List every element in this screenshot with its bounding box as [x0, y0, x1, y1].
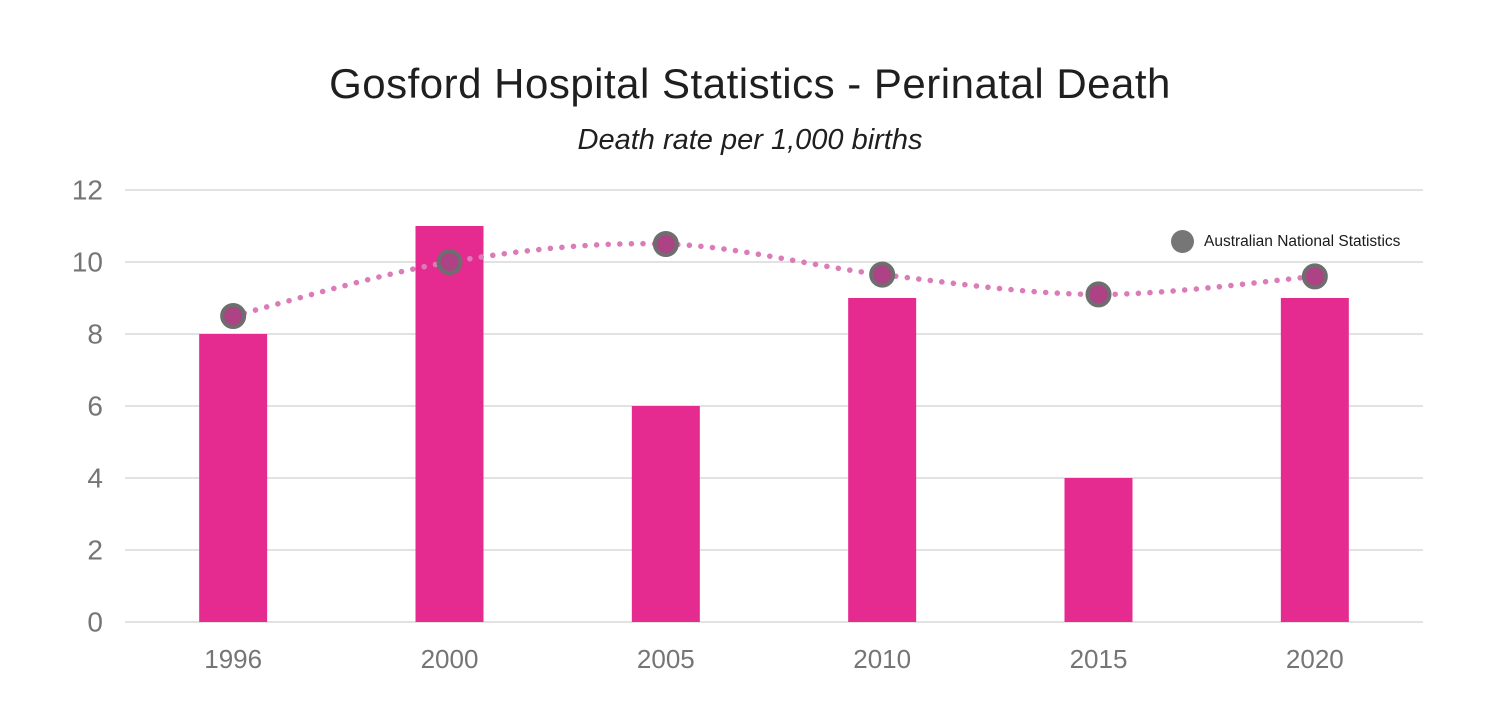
national-statistics-point-2020	[1301, 263, 1328, 290]
bar-2010	[848, 298, 917, 622]
x-tick-label-1996: 1996	[204, 644, 262, 674]
x-tick-label-2015: 2015	[1070, 644, 1128, 674]
x-tick-label-2000: 2000	[421, 644, 479, 674]
y-tick-label-2: 2	[87, 535, 103, 566]
bar-2005	[631, 406, 700, 622]
legend-label: Australian National Statistics	[1204, 232, 1401, 250]
y-tick-label-6: 6	[87, 391, 103, 422]
y-tick-label-12: 12	[72, 175, 103, 206]
y-tick-label-8: 8	[87, 319, 103, 350]
chart-title: Gosford Hospital Statistics - Perinatal …	[329, 60, 1171, 107]
national-statistics-line	[230, 240, 1318, 319]
bar-1996	[199, 334, 268, 622]
bar-2020	[1280, 298, 1349, 622]
national-statistics-point-2010	[869, 261, 896, 288]
y-tick-label-10: 10	[72, 247, 103, 278]
x-tick-label-2020: 2020	[1286, 644, 1344, 674]
chart-subtitle: Death rate per 1,000 births	[577, 124, 923, 156]
national-statistics-point-2015	[1085, 281, 1112, 308]
x-tick-label-2010: 2010	[853, 644, 911, 674]
y-tick-label-4: 4	[87, 463, 103, 494]
x-tick-label-2005: 2005	[637, 644, 695, 674]
national-statistics-point-2000	[436, 249, 463, 275]
legend: Australian National Statistics	[1171, 230, 1400, 253]
bar-2000	[415, 226, 484, 622]
national-statistics-point-1996	[220, 303, 247, 329]
legend-marker-icon	[1171, 230, 1194, 253]
national-statistics-point-2005	[652, 231, 679, 257]
y-tick-label-0: 0	[87, 607, 103, 638]
bar-2015	[1064, 478, 1133, 622]
